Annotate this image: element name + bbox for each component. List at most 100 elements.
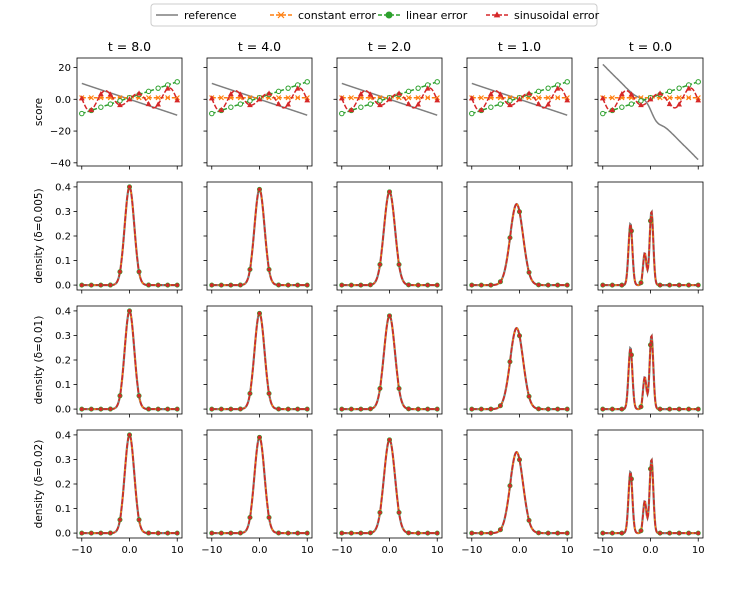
marker-triangle xyxy=(516,96,523,102)
marker-point xyxy=(117,269,123,275)
plot-area xyxy=(469,202,570,288)
marker-point xyxy=(285,530,291,536)
marker-point xyxy=(247,514,253,520)
marker-x xyxy=(228,95,234,101)
marker-triangle xyxy=(208,95,215,101)
marker-x xyxy=(488,95,494,101)
plot-area xyxy=(339,189,440,288)
series-constant-error xyxy=(341,314,438,410)
legend-label: sinusoidal error xyxy=(514,9,600,22)
series-reference xyxy=(341,190,438,287)
marker-x xyxy=(555,95,561,101)
marker-triangle xyxy=(136,90,142,96)
marker-circle-open xyxy=(237,101,244,107)
marker-point xyxy=(434,282,440,288)
marker-point xyxy=(609,282,615,288)
marker-point xyxy=(488,406,494,412)
marker-circle-open xyxy=(275,88,282,95)
marker-triangle xyxy=(685,85,692,91)
marker-point xyxy=(386,189,392,195)
axes-frame xyxy=(466,305,573,415)
marker-point xyxy=(478,282,484,288)
row-ylabel: score xyxy=(33,98,45,126)
series-constant-error xyxy=(341,438,438,534)
series-constant-error xyxy=(81,185,178,286)
marker-triangle xyxy=(218,106,225,113)
plot-area xyxy=(468,79,571,117)
marker-point xyxy=(348,282,354,288)
marker-triangle xyxy=(535,100,542,107)
series-linear-error xyxy=(211,188,308,286)
marker-point xyxy=(425,282,431,288)
series-sinusoidal-error xyxy=(471,327,568,410)
marker-point xyxy=(285,282,291,288)
marker-point xyxy=(676,282,682,288)
marker-triangle xyxy=(348,106,355,113)
plot-area xyxy=(78,79,181,117)
axes-frame xyxy=(336,181,443,291)
marker-circle-open xyxy=(98,104,104,110)
marker-point xyxy=(545,282,551,288)
marker-point xyxy=(667,406,673,412)
marker-triangle xyxy=(695,97,702,103)
marker-point xyxy=(98,530,104,536)
marker-point xyxy=(415,282,421,288)
series-linear-error xyxy=(341,314,438,410)
marker-circle-open xyxy=(497,101,504,107)
y-tick-label: 0.1 xyxy=(55,256,71,267)
series-reference xyxy=(211,435,308,535)
column-title: t = 4.0 xyxy=(238,39,281,54)
marker-point xyxy=(516,333,522,339)
series-reference xyxy=(211,311,308,411)
marker-point xyxy=(555,406,561,412)
x-tick-label: 0.0 xyxy=(382,545,398,556)
series-reference xyxy=(81,309,178,411)
marker-point xyxy=(136,517,142,523)
marker-triangle xyxy=(174,97,181,103)
x-tick-label: 0.0 xyxy=(252,545,268,556)
marker-point xyxy=(79,406,85,412)
marker-point xyxy=(218,282,224,288)
marker-triangle xyxy=(367,91,374,97)
marker-triangle xyxy=(554,85,561,91)
marker-triangle xyxy=(545,101,551,107)
marker-triangle xyxy=(468,95,475,101)
y-tick-label: 0.0 xyxy=(55,405,71,416)
marker-triangle xyxy=(415,101,421,107)
marker-point xyxy=(564,406,570,412)
marker-point xyxy=(686,282,692,288)
marker-point xyxy=(285,406,291,412)
marker-circle-open xyxy=(405,88,412,95)
y-tick-label: 0.1 xyxy=(55,380,71,391)
marker-point xyxy=(478,406,484,412)
legend-item-sinusoidal-error: sinusoidal error xyxy=(486,9,600,22)
x-tick-label: 10 xyxy=(561,545,574,556)
marker-x xyxy=(535,95,542,101)
plot-area xyxy=(599,63,702,161)
axes-frame xyxy=(336,429,443,539)
marker-point xyxy=(107,406,113,412)
marker-point xyxy=(237,282,243,288)
marker-point xyxy=(600,530,606,536)
marker-point xyxy=(526,517,532,523)
marker-point xyxy=(155,282,161,288)
marker-point xyxy=(209,282,215,288)
marker-triangle xyxy=(405,100,412,107)
axes-frame xyxy=(76,181,183,291)
plot-area xyxy=(339,437,440,536)
series-linear-error xyxy=(211,312,308,410)
marker-circle-open xyxy=(676,85,682,91)
series-linear-error xyxy=(341,190,438,286)
marker-point xyxy=(136,393,142,399)
marker-point xyxy=(516,457,522,463)
marker-circle-open xyxy=(434,79,440,85)
marker-point xyxy=(247,390,253,396)
marker-x xyxy=(415,95,421,101)
marker-circle-open xyxy=(469,110,475,117)
axes-frame xyxy=(206,429,313,539)
marker-point xyxy=(469,282,475,288)
marker-triangle xyxy=(493,11,501,18)
axes-frame xyxy=(466,181,573,291)
marker-circle-open xyxy=(545,85,551,91)
panel-r0-c3: t = 1.0 xyxy=(463,39,573,170)
